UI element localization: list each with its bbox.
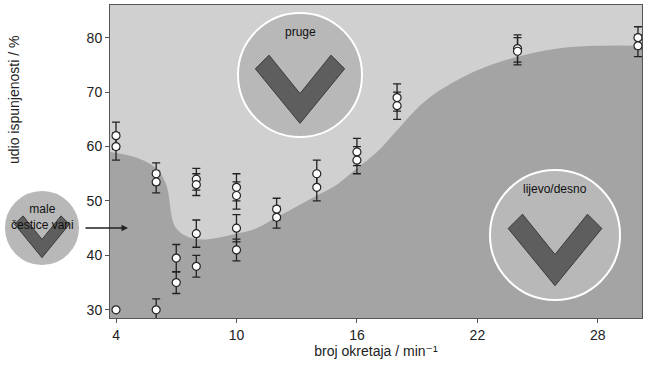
svg-text:10: 10	[229, 327, 245, 343]
svg-text:70: 70	[87, 84, 103, 100]
svg-text:30: 30	[87, 302, 103, 318]
svg-text:4: 4	[112, 327, 120, 343]
svg-text:broj okretaja / min⁻¹: broj okretaja / min⁻¹	[314, 343, 438, 359]
svg-text:22: 22	[470, 327, 486, 343]
svg-text:60: 60	[87, 138, 103, 154]
svg-text:50: 50	[87, 193, 103, 209]
svg-text:80: 80	[87, 30, 103, 46]
svg-text:malečestice vani: malečestice vani	[11, 202, 74, 232]
svg-text:pruge: pruge	[285, 25, 316, 39]
svg-text:16: 16	[349, 327, 365, 343]
svg-text:udio ispunjenosti / %: udio ispunjenosti / %	[6, 36, 22, 164]
svg-text:lijevo/desno: lijevo/desno	[523, 182, 587, 196]
svg-text:28: 28	[590, 327, 606, 343]
svg-text:40: 40	[87, 247, 103, 263]
